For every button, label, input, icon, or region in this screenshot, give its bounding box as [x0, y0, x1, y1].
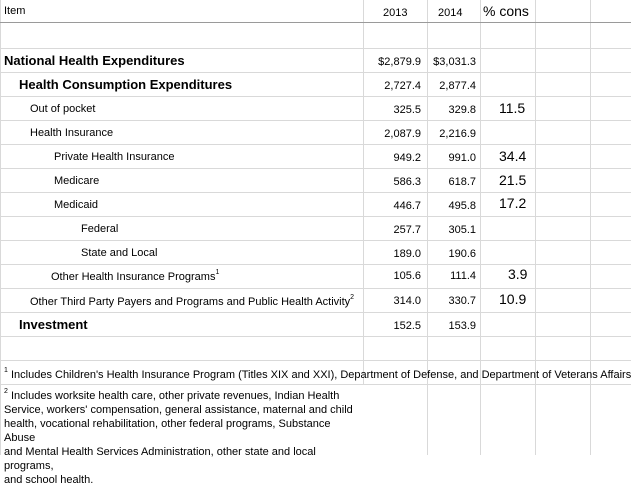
footnote-line: Service, workers' compensation, general … [4, 404, 353, 416]
header-pct: % cons [483, 3, 529, 19]
cell-2014: 991.0 [448, 152, 476, 164]
row-label: Other Health Insurance Programs1 [51, 269, 220, 283]
cell-pct: 21.5 [499, 172, 527, 188]
row-label: Out of pocket [30, 103, 96, 115]
header-2013: 2013 [383, 7, 408, 19]
cell-2014: 111.4 [450, 270, 476, 282]
row-label: Other Third Party Payers and Programs an… [30, 294, 355, 308]
row-label: Medicaid [54, 199, 99, 211]
row-label: National Health Expenditures [4, 53, 185, 68]
cell-2014: $3,031.3 [433, 56, 476, 68]
cell-2014: 618.7 [448, 176, 476, 188]
row-label: Federal [81, 223, 119, 235]
cell-2013: 325.5 [393, 104, 421, 116]
footnote-line: health, vocational rehabilitation, other… [4, 418, 331, 444]
cell-2013: 446.7 [393, 200, 421, 212]
cell-2014: 329.8 [448, 104, 476, 116]
footnote-mark: 1 [4, 367, 8, 374]
cell-pct: 3.9 [508, 266, 528, 282]
footnote-line: and Mental Health Services Administratio… [4, 446, 316, 472]
row-label: Investment [19, 317, 88, 332]
footnote-2: 2 Includes worksite health care, other p… [4, 385, 364, 487]
footnote-1: 1 Includes Children's Health Insurance P… [4, 367, 631, 381]
header-item: Item [4, 5, 26, 17]
cell-2013: 2,087.9 [384, 128, 421, 140]
row-label: Private Health Insurance [54, 151, 175, 163]
cell-2014: 153.9 [448, 320, 476, 332]
cell-2013: $2,879.9 [378, 56, 421, 68]
cell-2014: 305.1 [448, 224, 476, 236]
cell-2013: 152.5 [393, 320, 421, 332]
cell-pct: 10.9 [499, 291, 527, 307]
cell-2014: 495.8 [448, 200, 476, 212]
footnote-ref: 1 [215, 269, 220, 276]
cell-pct: 17.2 [499, 195, 527, 211]
header-2014: 2014 [438, 7, 463, 19]
row-label: State and Local [81, 247, 158, 259]
cell-2014: 2,216.9 [439, 128, 476, 140]
cell-pct: 34.4 [499, 148, 527, 164]
cell-2013: 189.0 [393, 248, 421, 260]
footnote-line: 2 Includes worksite health care, other p… [4, 388, 340, 402]
row-label: Medicare [54, 175, 100, 187]
footnote-mark: 2 [4, 388, 8, 395]
row-label: Health Consumption Expenditures [19, 77, 233, 92]
cell-2013: 314.0 [393, 295, 421, 307]
footnote-ref: 2 [350, 294, 355, 301]
cell-2014: 2,877.4 [439, 80, 476, 92]
cell-2014: 190.6 [448, 248, 476, 260]
cell-2013: 586.3 [393, 176, 421, 188]
footnote-line: and school health. [4, 474, 94, 486]
cell-2013: 2,727.4 [384, 80, 421, 92]
cell-2014: 330.7 [448, 295, 476, 307]
cell-2013: 105.6 [393, 270, 421, 282]
row-label: Health Insurance [30, 127, 114, 139]
cell-2013: 949.2 [393, 152, 421, 164]
cell-2013: 257.7 [393, 224, 421, 236]
cell-pct: 11.5 [499, 100, 526, 116]
